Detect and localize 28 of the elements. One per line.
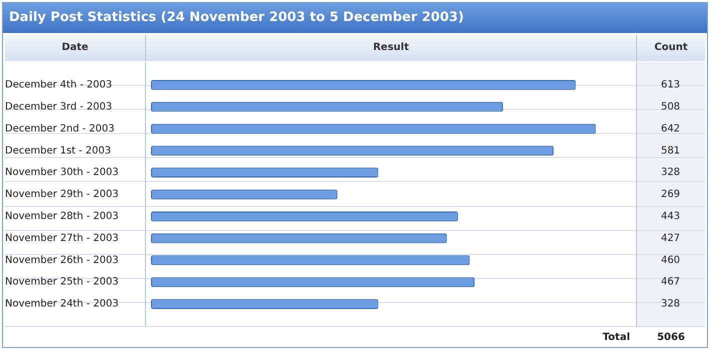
y-tick-label: November 26th - 2003	[5, 254, 119, 266]
y-tick-label: November 30th - 2003	[5, 167, 119, 178]
data-label: 581	[660, 145, 680, 156]
text: Total	[602, 331, 630, 345]
data-label: 613	[660, 80, 680, 91]
y-tick-label: November 28th - 2003	[5, 211, 119, 222]
y-tick-label: December 4th - 2003	[5, 80, 112, 91]
y-tick-label: November 29th - 2003	[5, 189, 119, 200]
data-label: 467	[660, 276, 680, 288]
data-label: 269	[660, 189, 680, 200]
y-tick-label: December 1st - 2003	[5, 145, 111, 156]
data-label: 508	[660, 101, 680, 112]
data-label: 427	[660, 232, 680, 244]
text: 5066	[656, 331, 686, 345]
y-tick-label: December 3rd - 2003	[5, 101, 112, 112]
data-label: 328	[660, 298, 680, 310]
data-label: 443	[660, 211, 680, 222]
y2-axis-title: Count	[637, 35, 705, 61]
y-tick-label: November 25th - 2003	[5, 276, 119, 288]
y-tick-label: November 27th - 2003	[5, 232, 119, 244]
x-axis-title: Result	[146, 35, 637, 61]
data-label: 328	[660, 167, 680, 178]
chart-title: Daily Post Statistics (24 November 2003 to 5 December 2003)	[3, 3, 707, 33]
y-tick-label: November 24th - 2003	[5, 298, 119, 310]
y-axis-title: Date	[5, 35, 146, 61]
y-tick-label: December 2nd - 2003	[5, 123, 114, 134]
data-label: 460	[660, 254, 680, 266]
data-label: 642	[660, 123, 680, 134]
